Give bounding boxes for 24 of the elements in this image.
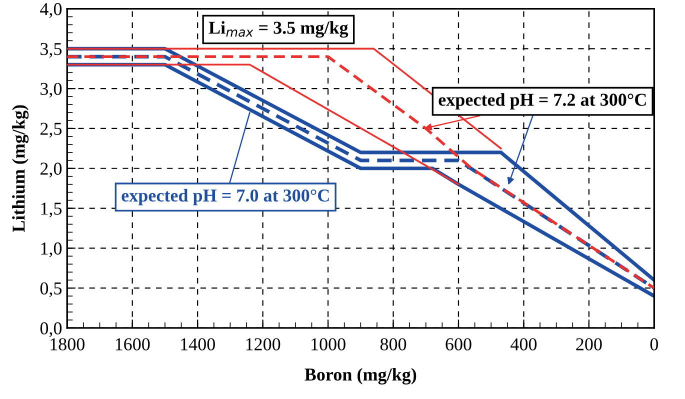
y-tick-label: 1,0 bbox=[41, 242, 62, 258]
x-tick-label: 400 bbox=[510, 338, 537, 350]
y-tick-label: 3,0 bbox=[40, 82, 62, 98]
x-tick-label: 1200 bbox=[246, 338, 280, 350]
y-tick-label: 0,5 bbox=[40, 282, 62, 298]
x-axis-title: Boron (mg/kg) bbox=[304, 368, 416, 384]
x-tick-label: 1400 bbox=[181, 338, 215, 350]
y-tick-label: 2,5 bbox=[40, 122, 62, 138]
x-tick-label: 800 bbox=[380, 338, 406, 350]
y-tick-label: 3,5 bbox=[40, 42, 62, 58]
annotation: Li$_{max}$ = 3.5 mg/kg bbox=[208, 21, 348, 38]
x-tick-label: 0 bbox=[650, 338, 658, 350]
y-tick-label: 0,0 bbox=[40, 322, 62, 338]
x-tick-label: 600 bbox=[446, 338, 472, 350]
x-tick-label: 1000 bbox=[312, 338, 346, 350]
x-tick-label: 1600 bbox=[116, 338, 150, 350]
y-tick-label: 1,5 bbox=[41, 202, 62, 218]
annotation: expected pH = 7.0 at 300°C bbox=[122, 188, 329, 206]
x-tick-label: 1800 bbox=[50, 338, 84, 350]
y-tick-label: 2,0 bbox=[40, 162, 62, 178]
x-tick-label: 200 bbox=[576, 338, 602, 350]
y-tick-label: 4,0 bbox=[40, 3, 62, 18]
y-axis-title: Lithium (mg/kg) bbox=[12, 105, 29, 232]
annotation: expected pH = 7.2 at 300°C bbox=[438, 93, 646, 110]
